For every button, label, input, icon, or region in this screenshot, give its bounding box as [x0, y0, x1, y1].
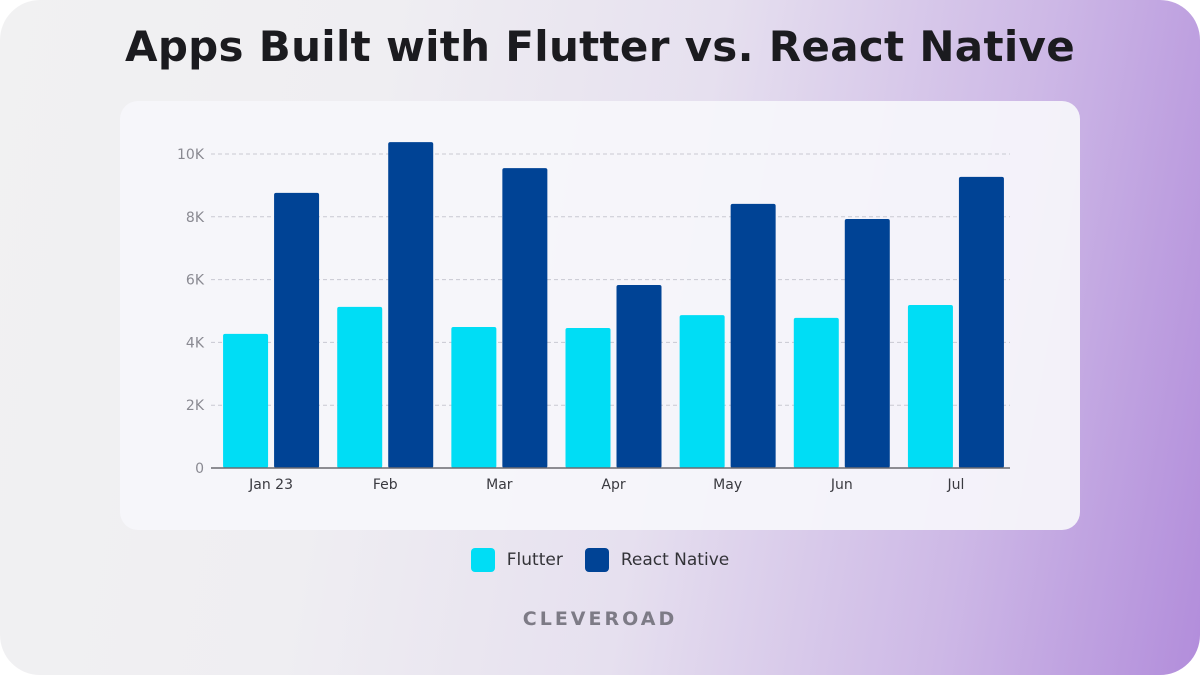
bar-flutter-jul [907, 305, 953, 468]
bar-flutter-feb [337, 306, 383, 468]
x-axis-ticks: Jan 23 Feb Mar Apr May Jun Jul [248, 477, 964, 493]
bar-react-native-jul [958, 176, 1004, 468]
bar-react-native-jun [844, 218, 890, 468]
bar-flutter-jun [793, 317, 839, 468]
x-tick-label: Jun [830, 477, 853, 493]
legend-label-react-native: React Native [620, 550, 730, 570]
y-tick-label: 6K [186, 273, 205, 289]
legend-item-flutter: Flutter [470, 548, 563, 572]
bar-react-native-mar [502, 168, 548, 468]
x-tick-label: Apr [601, 477, 625, 493]
legend-item-react-native: React Native [584, 548, 730, 572]
x-tick-label: Jan 23 [248, 477, 293, 493]
y-axis-ticks: 0 2K 4K 6K 8K 10K [177, 147, 205, 477]
y-tick-label: 4K [186, 335, 205, 351]
legend: Flutter React Native [0, 548, 1200, 572]
legend-swatch-flutter [470, 548, 495, 572]
bar-flutter-apr [565, 327, 611, 468]
legend-label-flutter: Flutter [506, 550, 563, 570]
y-tick-label: 8K [186, 210, 205, 226]
bars [223, 142, 1004, 468]
x-tick-label: May [713, 477, 742, 493]
bar-react-native-may [730, 203, 776, 468]
x-tick-label: Mar [486, 477, 513, 493]
legend-swatch-react-native [584, 548, 609, 572]
bar-react-native-apr [616, 284, 662, 468]
bar-flutter-jan-23 [223, 333, 269, 468]
x-tick-label: Jul [946, 477, 964, 493]
x-tick-label: Feb [373, 477, 398, 493]
bar-flutter-mar [451, 327, 497, 468]
y-tick-label: 2K [186, 398, 205, 414]
bar-flutter-may [679, 315, 725, 468]
chart-title: Apps Built with Flutter vs. React Native [125, 22, 1075, 71]
y-tick-label: 0 [195, 461, 204, 477]
y-tick-label: 10K [177, 147, 205, 163]
bar-react-native-jan-23 [274, 192, 320, 468]
brand-logo-text: CLEVEROAD [522, 608, 678, 630]
bar-react-native-feb [388, 142, 434, 468]
